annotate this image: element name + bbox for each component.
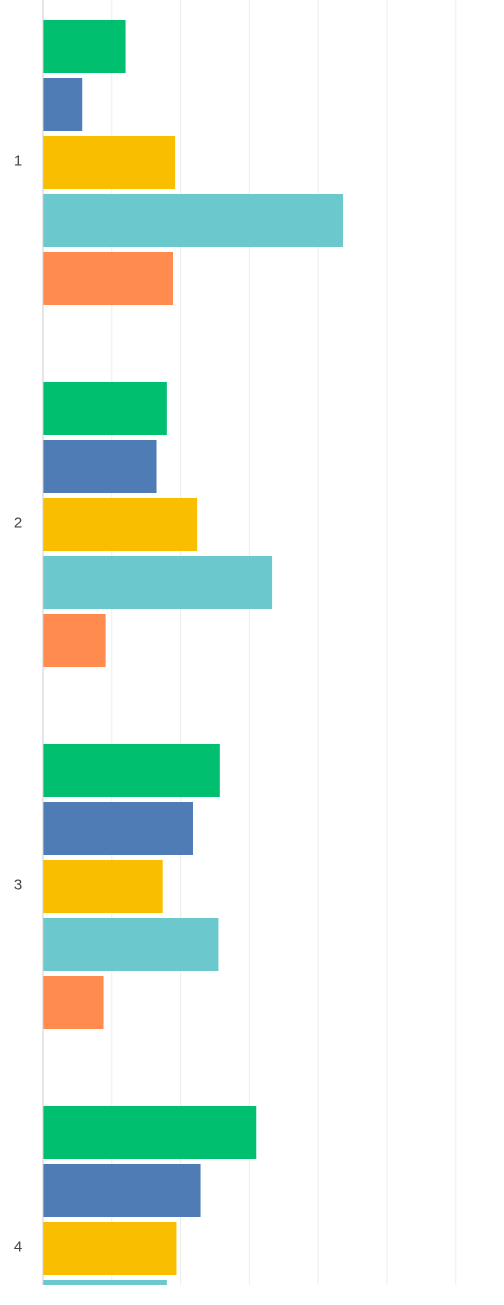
bar-category-1-series-1[interactable]: [43, 20, 126, 73]
bar-category-3-series-3[interactable]: [43, 860, 163, 913]
gridlines: [111, 0, 457, 1285]
bar-category-3-series-1[interactable]: [43, 744, 220, 797]
bar-category-4-series-3[interactable]: [43, 1222, 177, 1275]
bar-category-3-series-4[interactable]: [43, 918, 219, 971]
category-label-1: 1: [14, 152, 22, 169]
bar-category-3-series-2[interactable]: [43, 802, 193, 855]
bar-category-2-series-2[interactable]: [43, 440, 157, 493]
bar-category-1-series-4[interactable]: [43, 194, 343, 247]
bar-category-3-series-5[interactable]: [43, 976, 104, 1029]
category-label-4: 4: [14, 1238, 22, 1255]
category-label-2: 2: [14, 514, 22, 531]
bar-category-2-series-5[interactable]: [43, 614, 106, 667]
bar-category-4-series-1[interactable]: [43, 1106, 257, 1159]
bar-category-4-series-4[interactable]: [43, 1280, 167, 1285]
bars: [43, 20, 343, 1285]
bar-category-1-series-2[interactable]: [43, 78, 83, 131]
category-labels: 1 2 3 4: [14, 152, 22, 1255]
bar-category-2-series-3[interactable]: [43, 498, 198, 551]
category-label-3: 3: [14, 876, 22, 893]
bar-category-2-series-1[interactable]: [43, 382, 167, 435]
bar-category-1-series-5[interactable]: [43, 252, 174, 305]
bar-category-4-series-2[interactable]: [43, 1164, 201, 1217]
bar-category-2-series-4[interactable]: [43, 556, 273, 609]
bar-category-1-series-3[interactable]: [43, 136, 176, 189]
